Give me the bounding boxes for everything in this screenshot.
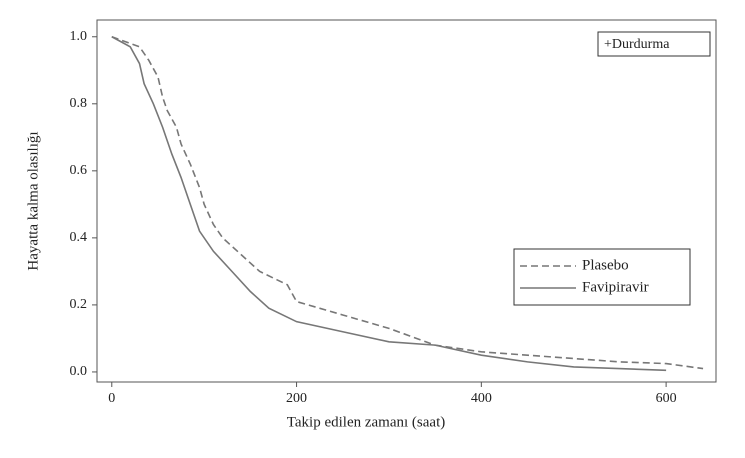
y-tick-label: 1.0: [70, 29, 88, 44]
legend-label: Favipiravir: [582, 279, 649, 295]
x-tick-label: 200: [286, 391, 307, 406]
x-axis-label: Takip edilen zamanı (saat): [287, 414, 445, 430]
legend-box: [513, 248, 691, 306]
plot-frame: [96, 19, 717, 383]
annotation-box: [597, 31, 711, 57]
x-tick-label: 0: [108, 391, 115, 406]
y-tick-label: 0.2: [70, 297, 88, 312]
x-tick-label: 400: [471, 391, 492, 406]
annotation: +Durdurma: [604, 37, 670, 52]
survival-curve: [111, 36, 704, 370]
y-axis-label: Hayatta kalma olasılığı: [25, 131, 41, 270]
y-tick-label: 0.8: [70, 96, 88, 111]
y-tick-label: 0.4: [70, 230, 88, 245]
legend-label: Plasebo: [582, 257, 629, 273]
y-tick-label: 0.6: [70, 163, 88, 178]
x-tick-label: 600: [656, 391, 677, 406]
y-tick-label: 0.0: [70, 364, 88, 379]
survival-curve: [111, 36, 667, 372]
